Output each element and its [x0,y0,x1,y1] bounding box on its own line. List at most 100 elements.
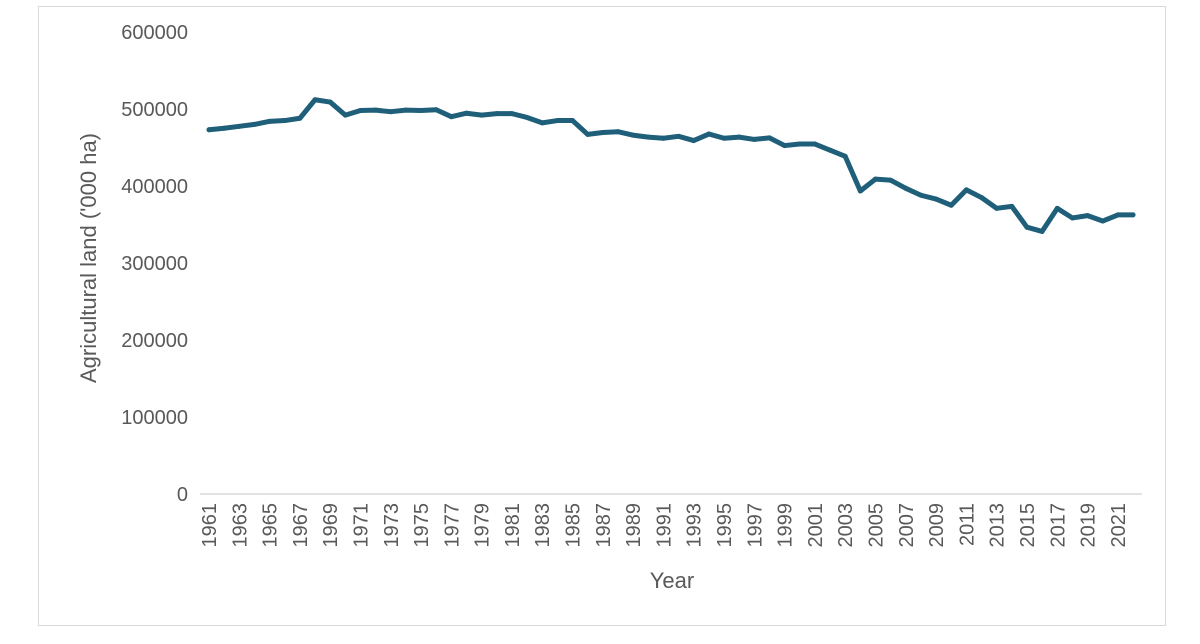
x-tick-label: 1999 [775,503,797,548]
data-point [842,153,848,159]
data-point [660,135,666,141]
x-tick-label: 1965 [260,503,282,548]
series-line [206,97,1136,234]
data-point [509,111,515,117]
data-point [479,112,485,118]
data-point [948,202,954,208]
data-point [342,112,348,118]
data-point [464,110,470,116]
data-point [1069,215,1075,221]
data-point [721,135,727,141]
y-tick-label: 600000 [121,22,188,44]
data-point [418,108,424,114]
x-tick-label: 1981 [502,503,524,548]
data-point [994,205,1000,211]
data-point [585,131,591,137]
data-point [221,125,227,131]
x-tick-label: 1977 [441,503,463,548]
x-tick-label: 1989 [623,503,645,548]
x-tick-label: 1971 [350,503,372,548]
data-point [312,97,318,103]
data-point [857,188,863,194]
x-tick-label: 1987 [593,503,615,548]
data-point [570,118,576,124]
x-tick-label: 1973 [381,503,403,548]
data-point [1039,228,1045,234]
y-tick-label: 300000 [121,253,188,275]
x-tick-label: 1993 [684,503,706,548]
data-point [373,107,379,113]
x-tick-label: 2009 [926,503,948,548]
x-tick-label: 1969 [320,503,342,548]
x-tick-label: 2003 [835,503,857,548]
data-point [448,114,454,120]
data-point [691,138,697,144]
data-point [1085,213,1091,219]
x-tick-label: 2013 [987,503,1009,548]
data-point [797,141,803,147]
x-tick-label: 2005 [865,503,887,548]
data-point [1115,212,1121,218]
data-point [403,107,409,113]
x-tick-label: 1995 [714,503,736,548]
data-point [1100,218,1106,224]
data-point [1009,203,1015,209]
y-tick-label: 200000 [121,330,188,352]
x-tick-label: 2017 [1047,503,1069,548]
x-tick-label: 1983 [532,503,554,548]
data-point [615,129,621,135]
data-point [812,141,818,147]
data-point [963,187,969,193]
data-point [433,107,439,113]
data-point [206,127,212,133]
y-axis-ticks: 0 100000 200000 300000 400000 500000 600000 [121,22,188,506]
y-tick-label: 100000 [121,407,188,429]
x-tick-label: 1991 [653,503,675,548]
x-tick-label: 1997 [744,503,766,548]
y-tick-label: 500000 [121,99,188,121]
data-point [282,118,288,124]
data-point [827,147,833,153]
data-point [524,114,530,120]
data-point [766,135,772,141]
x-axis-ticks: 1961 1963 1965 1967 1969 1971 1973 1975 1977 1979… [199,503,1130,548]
x-tick-label: 1975 [411,503,433,548]
data-point [736,134,742,140]
x-tick-label: 2021 [1108,503,1130,548]
data-point [236,123,242,129]
y-axis-title: Agricultural land ('000 ha) [76,133,101,383]
x-tick-label: 2019 [1078,503,1100,548]
x-tick-label: 2011 [956,503,978,546]
data-point [554,118,560,124]
y-tick-label: 400000 [121,176,188,198]
data-point [600,129,606,135]
x-tick-label: 1985 [563,503,585,548]
x-tick-label: 2007 [896,503,918,548]
data-point [251,121,257,127]
x-tick-label: 2001 [805,503,827,548]
data-point [388,109,394,115]
data-point [903,185,909,191]
data-points [206,97,1136,234]
data-point [327,99,333,105]
data-point [888,177,894,183]
data-point [872,176,878,182]
data-point [630,132,636,138]
data-point [357,108,363,114]
data-point [494,111,500,117]
data-point [645,134,651,140]
data-point [1054,205,1060,211]
data-point [933,196,939,202]
data-point [539,120,545,126]
data-point [751,136,757,142]
y-tick-label: 0 [177,484,188,506]
x-tick-label: 2015 [1017,503,1039,548]
x-tick-label: 1967 [290,503,312,548]
data-point [918,192,924,198]
data-point [782,143,788,149]
chart-frame [38,6,1166,626]
x-axis-title: Year [650,568,694,593]
data-point [1024,224,1030,230]
data-point [297,115,303,121]
